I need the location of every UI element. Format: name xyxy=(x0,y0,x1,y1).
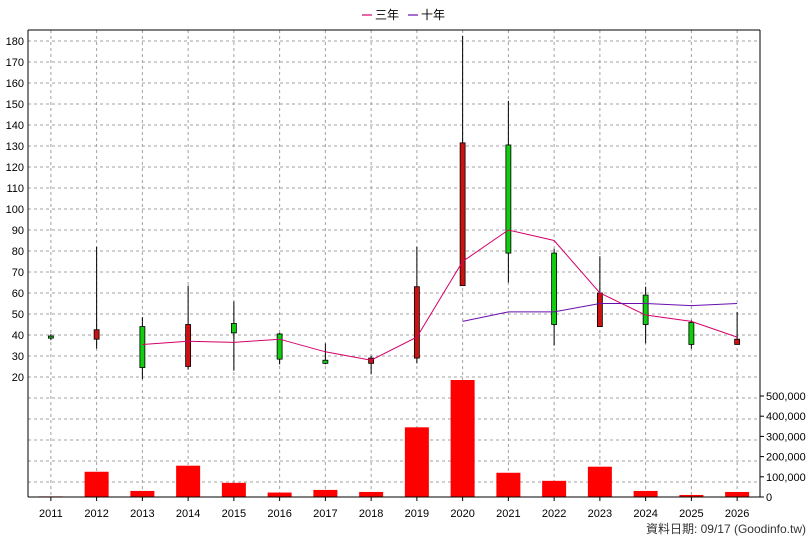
candle-body xyxy=(185,324,192,367)
x-tick-label: 2017 xyxy=(313,508,337,520)
footer-text: 資料日期: 09/17 (Goodinfo.tw) xyxy=(646,522,806,536)
volume-tick-label: 500,000 xyxy=(766,391,806,403)
candle-body xyxy=(139,326,146,368)
volume-bar xyxy=(404,427,429,497)
x-tick-label: 2021 xyxy=(496,508,520,520)
volume-bar xyxy=(496,472,521,497)
volume-bars xyxy=(38,380,750,497)
candle-body xyxy=(47,335,54,339)
price-tick-label: 90 xyxy=(12,225,24,237)
volume-bar xyxy=(679,494,704,497)
volume-bar xyxy=(587,466,612,497)
x-tick-label: 2020 xyxy=(450,508,474,520)
price-tick-label: 50 xyxy=(12,309,24,321)
axes: 20 30 40 50 60 70 80 90 100 110 120 130 140 150 160 170… xyxy=(6,29,806,520)
x-tick-label: 2013 xyxy=(130,508,154,520)
x-tick-label: 2012 xyxy=(84,508,108,520)
candle-body xyxy=(459,142,466,287)
volume-bar xyxy=(176,465,201,497)
volume-bar xyxy=(725,491,750,497)
candle-body xyxy=(276,333,283,360)
price-tick-label: 60 xyxy=(12,288,24,300)
price-tick-label: 180 xyxy=(6,36,24,48)
candle-body xyxy=(413,286,420,359)
grid xyxy=(28,30,760,497)
volume-tick-label: 400,000 xyxy=(766,411,806,423)
volume-bar xyxy=(450,380,475,497)
candle-body xyxy=(734,338,741,345)
candle-body xyxy=(642,294,649,325)
volume-tick-label: 0 xyxy=(766,492,772,504)
x-tick-label: 2015 xyxy=(222,508,246,520)
price-tick-label: 170 xyxy=(6,57,24,69)
legend: 三年 十年 xyxy=(362,8,445,22)
price-tick-label: 20 xyxy=(12,372,24,384)
price-tick-label: 110 xyxy=(6,183,24,195)
candle-body xyxy=(322,359,329,364)
price-tick-label: 100 xyxy=(6,204,24,216)
volume-tick-label: 300,000 xyxy=(766,431,806,443)
candle-body xyxy=(93,329,100,340)
series-line xyxy=(142,229,738,361)
volume-bar xyxy=(84,471,109,497)
candle-body xyxy=(230,323,237,334)
x-tick-label: 2025 xyxy=(679,508,703,520)
x-tick-label: 2024 xyxy=(633,508,657,520)
price-tick-label: 130 xyxy=(6,141,24,153)
candle-body xyxy=(596,292,603,327)
x-tick-label: 2016 xyxy=(267,508,291,520)
price-tick-label: 40 xyxy=(12,330,24,342)
candle-body xyxy=(551,252,558,325)
price-tick-label: 120 xyxy=(6,162,24,174)
candlesticks xyxy=(47,35,741,380)
price-tick-label: 30 xyxy=(12,351,24,363)
x-tick-label: 2019 xyxy=(405,508,429,520)
candle-body xyxy=(505,144,512,254)
price-tick-label: 70 xyxy=(12,267,24,279)
volume-tick-label: 200,000 xyxy=(766,452,806,464)
volume-bar xyxy=(313,489,338,497)
x-tick-label: 2023 xyxy=(588,508,612,520)
volume-bar xyxy=(633,490,658,497)
volume-bar xyxy=(221,482,246,497)
moving-average-lines xyxy=(142,229,738,361)
candle-body xyxy=(368,357,375,364)
price-tick-label: 160 xyxy=(6,78,24,90)
x-tick-label: 2018 xyxy=(359,508,383,520)
volume-bar xyxy=(542,480,567,497)
volume-tick-label: 100,000 xyxy=(766,472,806,484)
series-line xyxy=(462,303,738,322)
price-tick-label: 150 xyxy=(6,99,24,111)
volume-bar xyxy=(130,490,155,497)
volume-bar xyxy=(359,491,384,497)
x-tick-label: 2022 xyxy=(542,508,566,520)
x-tick-label: 2011 xyxy=(39,508,63,520)
price-tick-label: 80 xyxy=(12,246,24,258)
x-tick-label: 2014 xyxy=(176,508,200,520)
volume-bar xyxy=(267,492,292,497)
candle-body xyxy=(688,321,695,345)
x-tick-label: 2026 xyxy=(725,508,749,520)
price-tick-label: 140 xyxy=(6,120,24,132)
legend-label: 三年 xyxy=(375,8,399,22)
legend-label: 十年 xyxy=(421,8,445,22)
